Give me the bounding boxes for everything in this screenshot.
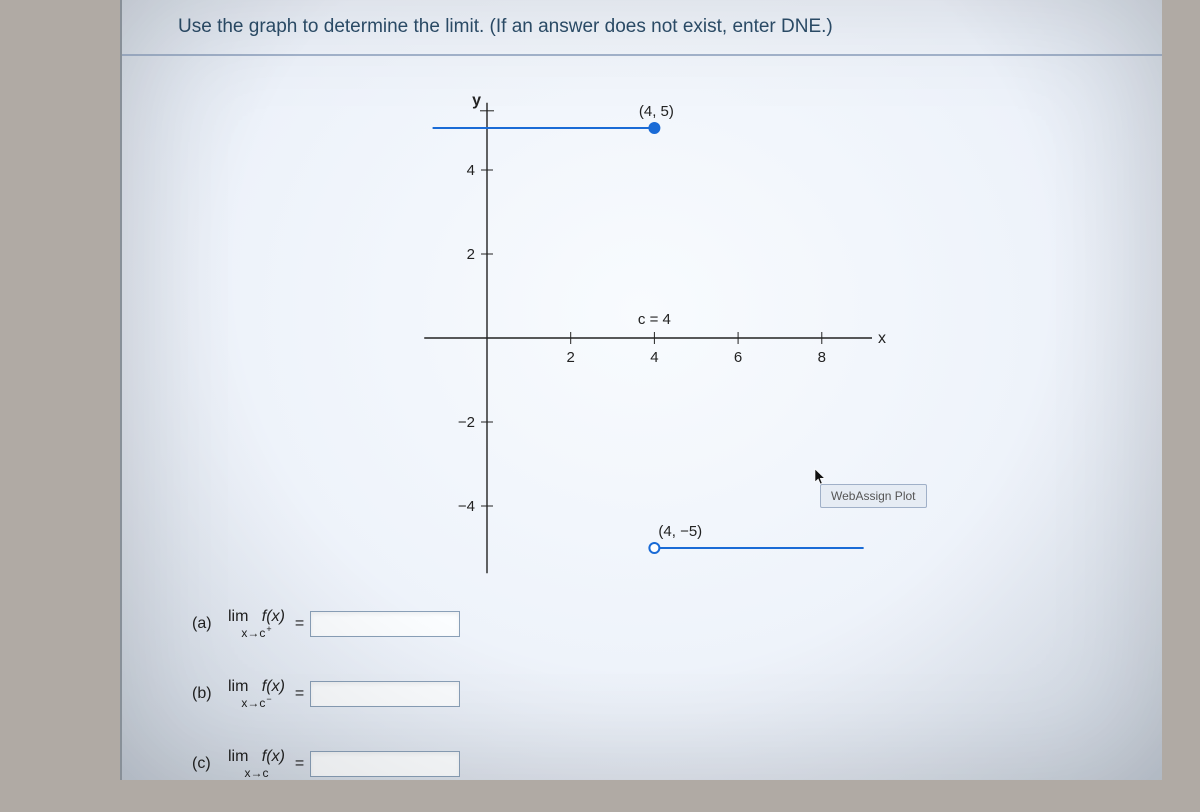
svg-text:2: 2 xyxy=(467,246,475,263)
limit-expression: lim f(x) x→c − xyxy=(228,679,285,709)
svg-text:y: y xyxy=(472,92,481,109)
answer-section: (a) lim f(x) x→c + = (b) xyxy=(192,602,460,812)
webassign-plot-badge: WebAssign Plot xyxy=(820,484,927,508)
equals-sign: = xyxy=(295,615,304,633)
limit-expression: lim f(x) x→c xyxy=(228,749,285,779)
svg-text:(4, −5): (4, −5) xyxy=(658,523,702,540)
question-b: (b) lim f(x) x→c − = xyxy=(192,672,460,716)
svg-text:x: x xyxy=(878,330,886,347)
answer-input-b[interactable] xyxy=(310,681,460,707)
limit-graph: y x 2 4 6 8 −4 −2 2 4 c = 4 (4, 5) (4, −5) xyxy=(292,76,912,576)
svg-text:−4: −4 xyxy=(458,498,475,515)
svg-text:4: 4 xyxy=(650,349,658,366)
question-a: (a) lim f(x) x→c + = xyxy=(192,602,460,646)
svg-text:2: 2 xyxy=(567,349,575,366)
limit-expression: lim f(x) x→c + xyxy=(228,609,285,639)
question-prompt-bar: Use the graph to determine the limit. (I… xyxy=(122,0,1162,56)
part-label: (a) xyxy=(192,615,228,633)
content-area: y x 2 4 6 8 −4 −2 2 4 c = 4 (4, 5) (4, −5) WebAssign… xyxy=(122,54,1162,780)
part-label: (c) xyxy=(192,755,228,773)
svg-text:4: 4 xyxy=(467,162,475,179)
equals-sign: = xyxy=(295,755,304,773)
question-prompt: Use the graph to determine the limit. (I… xyxy=(178,16,833,38)
answer-input-c[interactable] xyxy=(310,751,460,777)
svg-text:6: 6 xyxy=(734,349,742,366)
svg-text:(4, 5): (4, 5) xyxy=(639,103,674,120)
part-label: (b) xyxy=(192,685,228,703)
equals-sign: = xyxy=(295,685,304,703)
svg-text:8: 8 xyxy=(818,349,826,366)
svg-text:−2: −2 xyxy=(458,414,475,431)
answer-input-a[interactable] xyxy=(310,611,460,637)
question-panel: Use the graph to determine the limit. (I… xyxy=(120,0,1162,780)
svg-text:c = 4: c = 4 xyxy=(638,311,671,328)
question-c: (c) lim f(x) x→c = xyxy=(192,742,460,786)
graph-svg: y x 2 4 6 8 −4 −2 2 4 c = 4 (4, 5) (4, −5) xyxy=(292,76,912,576)
